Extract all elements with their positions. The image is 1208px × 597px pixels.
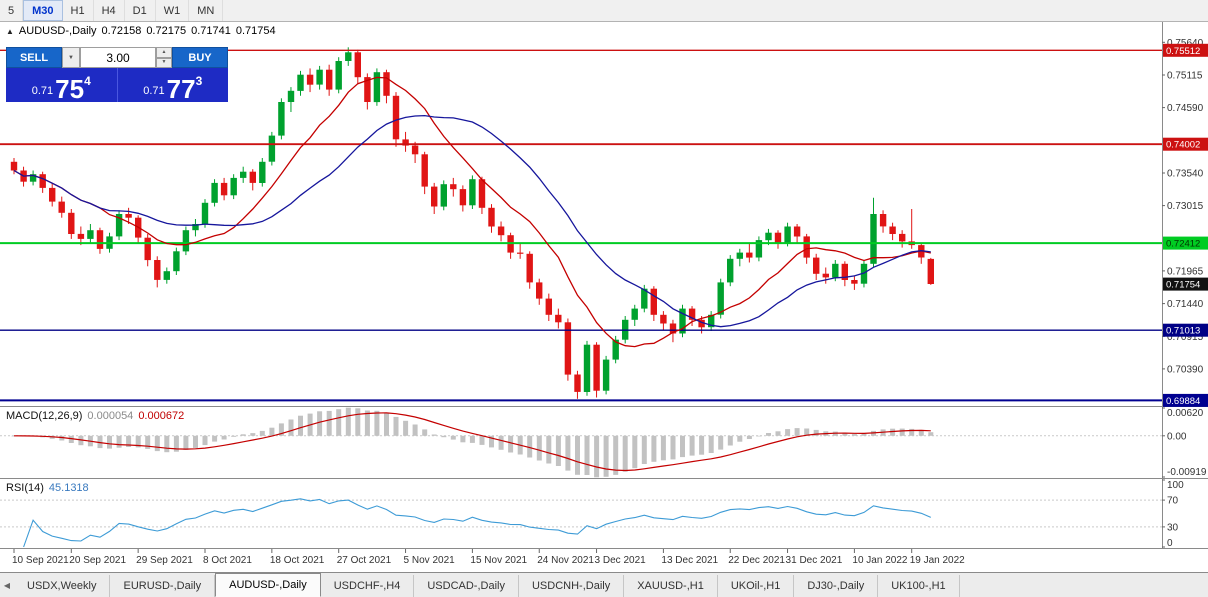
svg-text:0.74590: 0.74590 (1167, 103, 1204, 114)
chart-title: ▲ AUDUSD-,Daily 0.72158 0.72175 0.71741 0.717… (6, 25, 281, 37)
timeframe-h1[interactable]: H1 (63, 0, 94, 21)
arrow-up-icon: ▲ (161, 48, 167, 55)
arrow-down-icon: ▼ (161, 59, 167, 66)
svg-text:0.71440: 0.71440 (1167, 299, 1204, 310)
volume-dropdown-button[interactable]: ▼ (62, 47, 80, 68)
svg-text:10 Sep 2021: 10 Sep 2021 (12, 555, 69, 566)
chart-tab-ukoil-h1[interactable]: UKOil-,H1 (718, 575, 795, 597)
svg-text:0.00: 0.00 (1167, 431, 1187, 442)
svg-text:15 Nov 2021: 15 Nov 2021 (470, 555, 527, 566)
svg-text:18 Oct 2021: 18 Oct 2021 (270, 555, 325, 566)
svg-text:100: 100 (1167, 480, 1184, 491)
volume-stepper: ▲ ▼ (156, 47, 172, 68)
svg-text:5 Nov 2021: 5 Nov 2021 (404, 555, 456, 566)
svg-text:19 Jan 2022: 19 Jan 2022 (910, 555, 965, 566)
svg-text:0.73015: 0.73015 (1167, 201, 1204, 212)
chart-symbol-label: AUDUSD-,Daily (18, 25, 97, 37)
tab-scroll-left-icon[interactable]: ◀ (3, 580, 11, 590)
svg-text:0.75512: 0.75512 (1166, 46, 1200, 57)
buy-button[interactable]: BUY (172, 47, 228, 68)
timeframe-m30[interactable]: M30 (23, 0, 63, 21)
svg-text:0.70390: 0.70390 (1167, 364, 1204, 375)
chart-tab-uk100-h1[interactable]: UK100-,H1 (878, 575, 960, 597)
sell-button[interactable]: SELL (6, 47, 62, 68)
svg-text:27 Oct 2021: 27 Oct 2021 (337, 555, 392, 566)
sell-price-display[interactable]: 0.71 75 4 (6, 68, 118, 102)
svg-text:0.71965: 0.71965 (1167, 266, 1204, 277)
svg-text:8 Oct 2021: 8 Oct 2021 (203, 555, 252, 566)
svg-text:0: 0 (1167, 538, 1173, 549)
macd-indicator-label: MACD(12,26,9) 0.000054 0.000672 (6, 410, 189, 422)
svg-text:20 Sep 2021: 20 Sep 2021 (69, 555, 126, 566)
chart-tabs: USDX,Weekly EURUSD-,Daily AUDUSD-,Daily USD… (14, 573, 960, 597)
chart-area: 0.75640 0.75115 0.74590 0.73540 0.73015 0.719… (0, 22, 1208, 572)
chart-tab-usdchf-h4[interactable]: USDCHF-,H4 (321, 575, 415, 597)
timeframe-w1[interactable]: W1 (156, 0, 190, 21)
svg-text:3 Dec 2021: 3 Dec 2021 (595, 555, 647, 566)
timeframe-d1[interactable]: D1 (125, 0, 156, 21)
chart-tab-usdx-weekly[interactable]: USDX,Weekly (14, 575, 111, 597)
svg-text:-0.00919: -0.00919 (1167, 467, 1207, 478)
chart-tab-audusd-daily[interactable]: AUDUSD-,Daily (215, 573, 321, 597)
macd-main-value: 0.000054 (87, 410, 134, 422)
price-chart-canvas[interactable]: 0.75640 0.75115 0.74590 0.73540 0.73015 0.719… (0, 22, 1208, 572)
chart-tab-bar: ◀ USDX,Weekly EURUSD-,Daily AUDUSD-,Daily U… (0, 572, 1208, 597)
svg-text:10 Jan 2022: 10 Jan 2022 (852, 555, 907, 566)
timeframe-h4[interactable]: H4 (94, 0, 125, 21)
chart-tab-xauusd-h1[interactable]: XAUUSD-,H1 (624, 575, 718, 597)
svg-text:0.71754: 0.71754 (1166, 280, 1200, 291)
svg-text:0.72412: 0.72412 (1166, 239, 1200, 250)
macd-name: MACD(12,26,9) (6, 410, 83, 422)
chevron-down-icon: ▼ (68, 54, 74, 61)
volume-increase-button[interactable]: ▲ (156, 47, 172, 58)
volume-decrease-button[interactable]: ▼ (156, 57, 172, 68)
ohlc-open: 0.72158 (101, 25, 142, 37)
sell-price-big: 75 (55, 73, 85, 104)
buy-price-display[interactable]: 0.71 77 3 (118, 68, 229, 102)
rsi-indicator-label: RSI(14) 45.1318 (6, 482, 94, 494)
svg-text:0.74002: 0.74002 (1166, 140, 1200, 151)
one-click-trading-panel: SELL ▼ ▲ ▼ BUY 0.71 75 4 0.71 77 3 (6, 47, 228, 102)
rsi-value: 45.1318 (48, 482, 89, 494)
ohlc-close: 0.71754 (235, 25, 276, 37)
chart-tab-usdcnh-daily[interactable]: USDCNH-,Daily (519, 575, 625, 597)
svg-text:13 Dec 2021: 13 Dec 2021 (661, 555, 718, 566)
chart-tab-usdcad-daily[interactable]: USDCAD-,Daily (414, 575, 519, 597)
svg-text:30: 30 (1167, 522, 1179, 533)
svg-text:31 Dec 2021: 31 Dec 2021 (786, 555, 843, 566)
sell-price-pip: 4 (84, 74, 91, 88)
timeframe-5[interactable]: 5 (0, 0, 24, 21)
svg-text:70: 70 (1167, 496, 1179, 507)
svg-text:0.75115: 0.75115 (1167, 71, 1203, 82)
volume-input[interactable] (80, 47, 156, 68)
svg-text:0.70915: 0.70915 (1167, 332, 1204, 343)
sell-price-main: 0.71 (31, 85, 54, 97)
timeframe-mn[interactable]: MN (189, 0, 224, 21)
svg-text:29 Sep 2021: 29 Sep 2021 (136, 555, 193, 566)
buy-price-main: 0.71 (143, 85, 165, 97)
ohlc-low: 0.71741 (191, 25, 231, 37)
macd-signal-value: 0.000672 (138, 410, 185, 422)
chart-tab-eurusd-daily[interactable]: EURUSD-,Daily (110, 575, 216, 597)
ohlc-high: 0.72175 (146, 25, 187, 37)
svg-text:0.75640: 0.75640 (1167, 38, 1204, 49)
buy-price-pip: 3 (195, 74, 203, 88)
buy-price-big: 77 (166, 73, 196, 104)
rsi-name: RSI(14) (6, 482, 44, 494)
chart-tab-dj30-daily[interactable]: DJ30-,Daily (794, 575, 879, 597)
chart-collapse-icon[interactable]: ▲ (6, 27, 14, 36)
svg-text:0.69884: 0.69884 (1166, 396, 1200, 407)
svg-text:24 Nov 2021: 24 Nov 2021 (537, 555, 594, 566)
svg-text:22 Dec 2021: 22 Dec 2021 (728, 555, 785, 566)
svg-text:0.00620: 0.00620 (1167, 408, 1204, 419)
svg-text:0.73540: 0.73540 (1167, 169, 1204, 180)
timeframe-toolbar: 5 M30 H1 H4 D1 W1 MN (0, 0, 1208, 22)
svg-text:0.71013: 0.71013 (1166, 326, 1200, 337)
